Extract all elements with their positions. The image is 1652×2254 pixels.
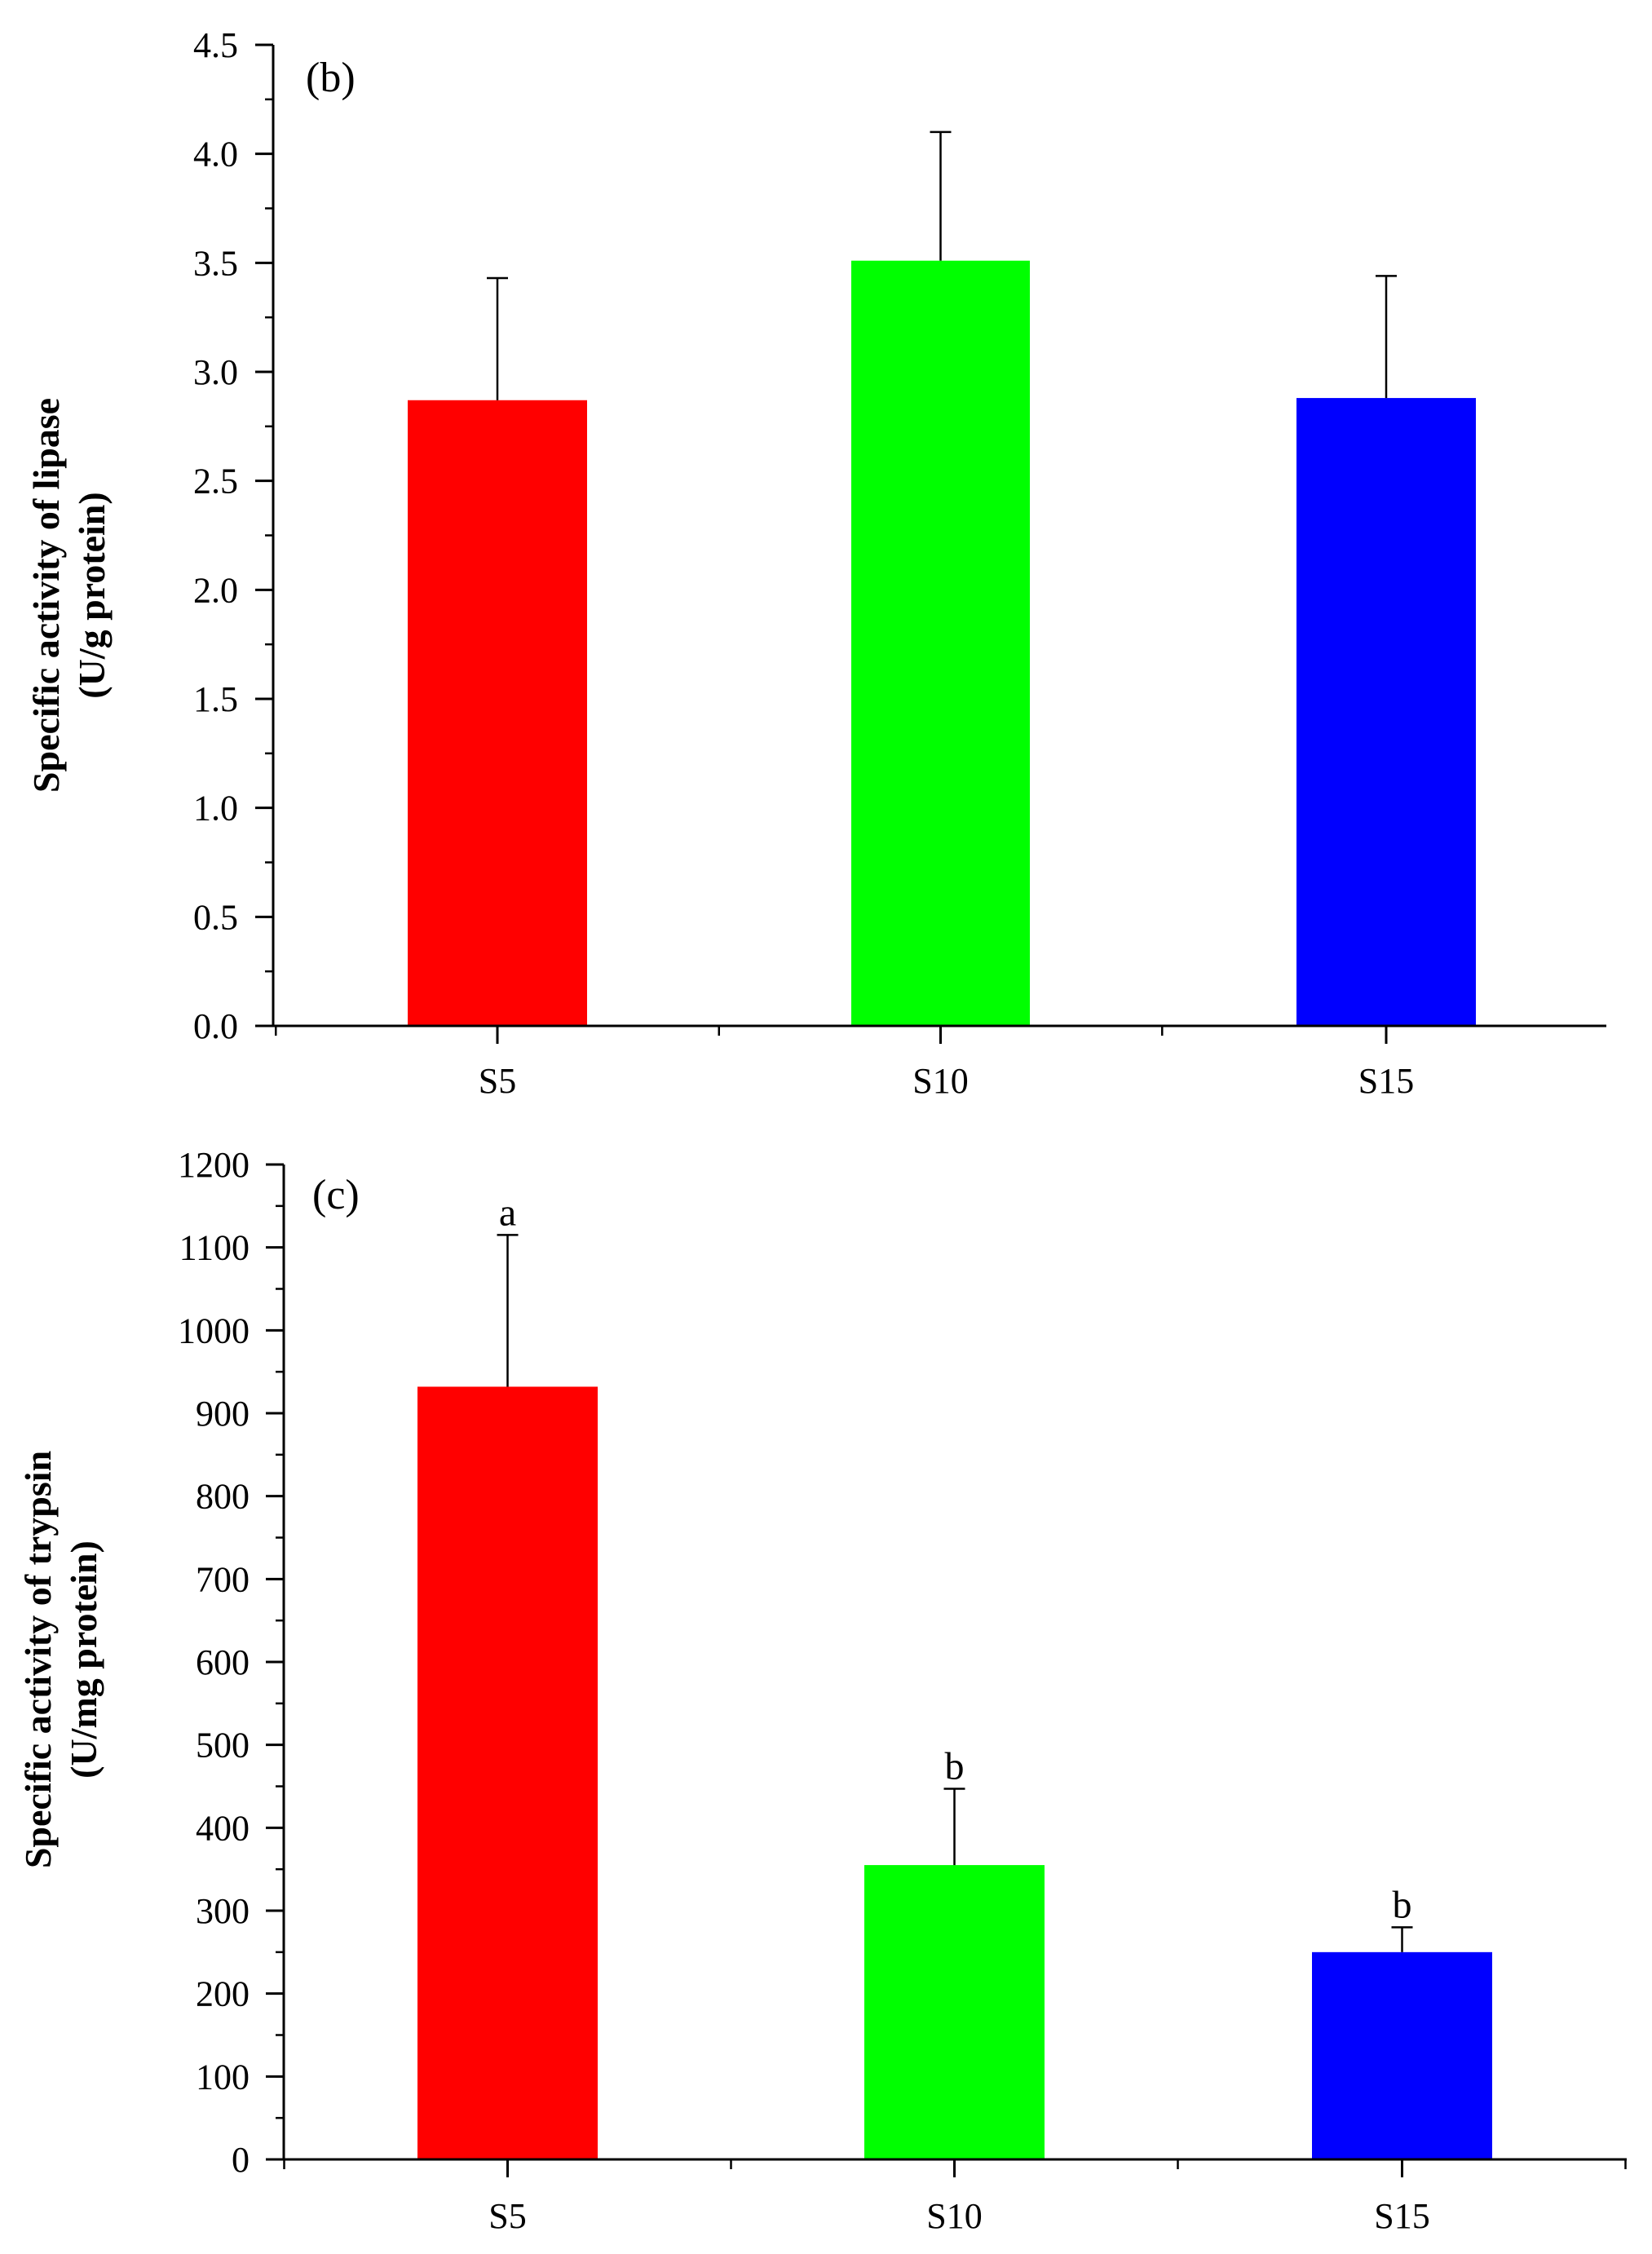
chart-b-y-tick-label: 4.0 xyxy=(193,135,238,175)
chart-c-y-tick-label: 100 xyxy=(196,2057,250,2097)
chart-panel-b: 0.0 0.5 1.0 1.5 2.0 2.5 3.0 3.5 4.0 4.5 S5 S10 S15 (b… xyxy=(25,25,1606,1101)
chart-b-x-tick-label-s5: S5 xyxy=(479,1061,516,1101)
chart-c-y-tick-label: 1200 xyxy=(178,1145,250,1185)
chart-c-y-tick-label: 300 xyxy=(196,1891,250,1931)
chart-b-y-axis-title-line1: Specific activity of lipase xyxy=(25,398,67,793)
chart-c-x-tick-label-s10: S10 xyxy=(926,2196,982,2236)
chart-c-y-tick-label: 500 xyxy=(196,1726,250,1766)
chart-b-y-tick-label: 3.5 xyxy=(193,243,238,283)
chart-b-panel-label: (b) xyxy=(306,55,356,101)
chart-c-y-tick-label: 1000 xyxy=(178,1310,250,1350)
chart-c-x-tick-label-s5: S5 xyxy=(488,2196,526,2236)
chart-c-significance-label-s5: a xyxy=(499,1191,516,1234)
chart-b-y-tick-label: 1.5 xyxy=(193,679,238,719)
chart-c-y-tick-label: 900 xyxy=(196,1394,250,1434)
chart-c-y-tick-label: 200 xyxy=(196,1974,250,2014)
chart-b-y-tick-label: 1.0 xyxy=(193,789,238,829)
chart-c-y-axis-title-line2: (U/mg protein) xyxy=(63,1540,104,1779)
chart-c-y-tick-label: 600 xyxy=(196,1642,250,1682)
chart-b-y-tick-label: 3.0 xyxy=(193,352,238,392)
chart-c-significance-label-s10: b xyxy=(945,1745,965,1788)
chart-b-y-tick-label: 2.5 xyxy=(193,462,238,502)
chart-c-y-axis-title: Specific activity of trypsin (U/mg protei… xyxy=(17,1451,104,1868)
chart-b-bar-s15 xyxy=(1296,398,1476,1027)
chart-b-y-tick-label: 2.0 xyxy=(193,570,238,610)
chart-c-y-tick-label: 700 xyxy=(196,1559,250,1599)
chart-b-x-tick-label-s10: S10 xyxy=(912,1061,968,1101)
chart-b-y-axis-title: Specific activity of lipase (U/g protein) xyxy=(25,398,113,793)
chart-c-y-tick-label: 800 xyxy=(196,1477,250,1517)
chart-c-y-tick-label: 400 xyxy=(196,1808,250,1848)
chart-c-bar-s10 xyxy=(864,1865,1045,2159)
chart-b-y-tick-label: 4.5 xyxy=(193,25,238,65)
chart-c-bar-s5 xyxy=(417,1386,598,2159)
chart-c-panel-label: (c) xyxy=(312,1172,360,1218)
chart-c-y-tick-label: 1100 xyxy=(179,1228,250,1268)
chart-c-y-axis-title-line1: Specific activity of trypsin xyxy=(17,1451,59,1868)
chart-b-bar-s10 xyxy=(851,260,1030,1026)
chart-c-y-tick-label: 0 xyxy=(232,2140,250,2180)
chart-b-y-axis-title-line2: (U/g protein) xyxy=(71,492,113,698)
chart-c-x-tick-label-s15: S15 xyxy=(1374,2196,1429,2236)
chart-b-x-tick-label-s15: S15 xyxy=(1358,1061,1414,1101)
chart-c-significance-label-s15: b xyxy=(1393,1883,1412,1926)
chart-b-y-tick-label: 0.0 xyxy=(193,1006,238,1046)
chart-c-bar-s15 xyxy=(1312,1951,1492,2159)
chart-b-y-tick-label: 0.5 xyxy=(193,897,238,937)
chart-b-bar-s5 xyxy=(408,400,587,1027)
chart-panel-c: a b b 0 100 200 300 400 500 600 700 800 900 1000 1100 1… xyxy=(17,1145,1627,2236)
